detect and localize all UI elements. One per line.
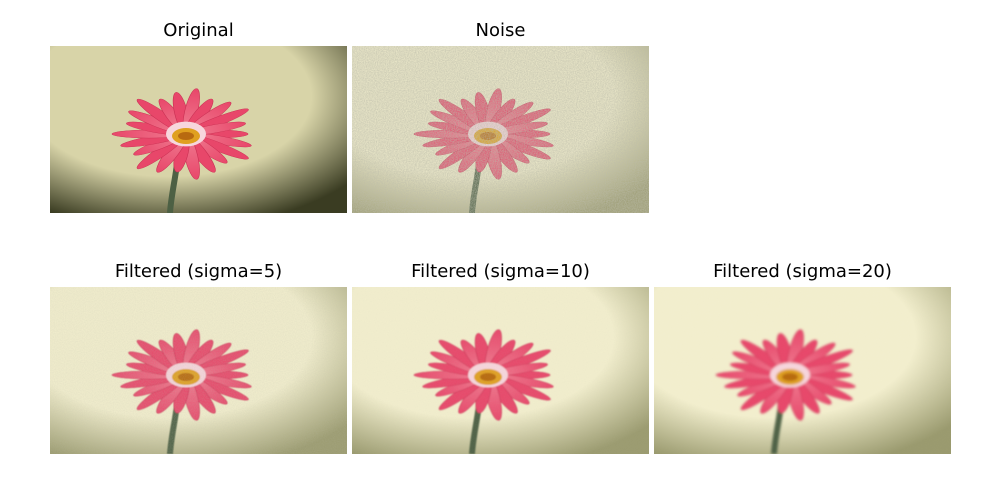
flower: [111, 329, 252, 454]
flower-center-core: [782, 373, 798, 381]
panel-title: Filtered (sigma=20): [713, 261, 892, 282]
flower-image-filtered-sigma-10: [352, 287, 649, 454]
flower-center-core: [480, 132, 496, 140]
panel-noise: Noise: [352, 20, 649, 213]
panel-title: Original: [163, 20, 234, 41]
flower-image-noise: [352, 46, 649, 213]
flower: [413, 88, 554, 213]
noise-overlay: [352, 287, 649, 454]
flower-image-filtered-sigma-5: [50, 287, 347, 454]
noise-overlay: [352, 46, 649, 213]
flower-center-core: [178, 373, 194, 381]
panel-filtered-sigma-10: Filtered (sigma=10): [352, 261, 649, 454]
panel-title: Filtered (sigma=5): [114, 261, 283, 282]
panel-filtered-sigma-5: Filtered (sigma=5): [50, 261, 347, 454]
panel-original: Original: [50, 20, 347, 213]
flower-center-core: [178, 132, 194, 140]
flower-petals: [413, 329, 554, 421]
noise-overlay: [50, 287, 347, 454]
flower-center-core: [480, 373, 496, 381]
panel-title: Noise: [475, 20, 526, 41]
noise-overlay: [654, 287, 951, 454]
flower: [715, 329, 856, 454]
panel-title: Filtered (sigma=10): [411, 261, 590, 282]
panel-filtered-sigma-20: Filtered (sigma=20): [654, 261, 951, 454]
flower-image-original: [50, 46, 347, 213]
flower: [413, 329, 554, 454]
flower: [111, 88, 252, 213]
flower-image-filtered-sigma-20: [654, 287, 951, 454]
